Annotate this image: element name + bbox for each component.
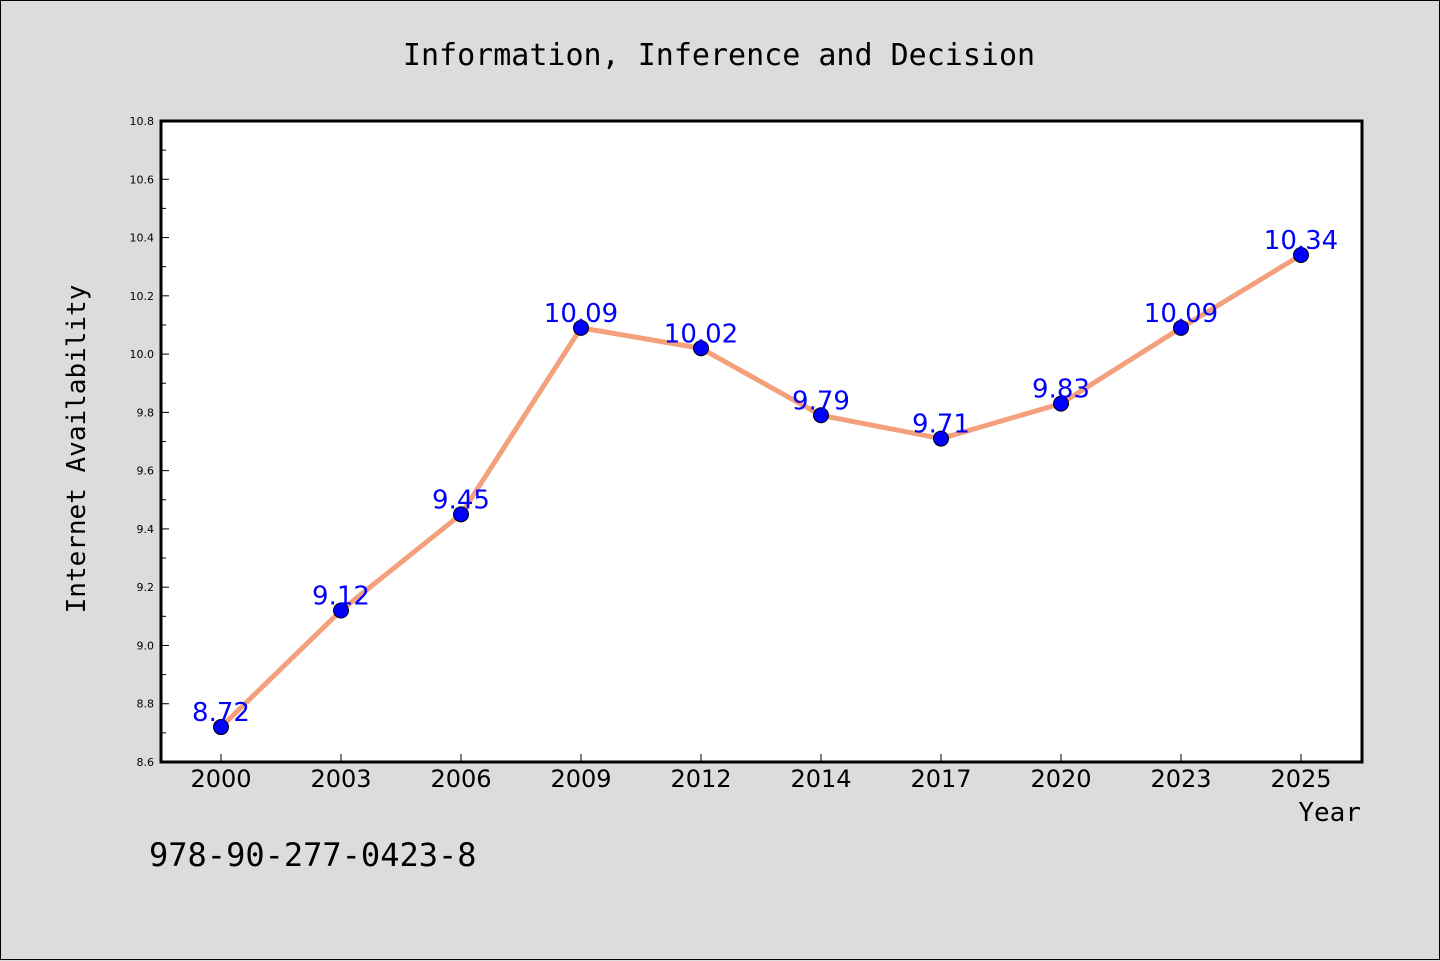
y-tick-label: 10.4	[130, 232, 155, 245]
y-tick-label: 9.0	[137, 639, 155, 652]
y-tick-label: 8.8	[137, 698, 155, 711]
data-label: 9.83	[1032, 375, 1090, 405]
data-point-marker	[933, 430, 949, 447]
y-axis-label: Internet Availability	[62, 285, 92, 614]
data-point-marker	[1173, 319, 1189, 336]
data-point-marker	[813, 407, 829, 424]
y-tick-label: 10.2	[130, 290, 155, 303]
x-tick-label: 2000	[190, 765, 251, 793]
y-tick-label: 9.2	[137, 581, 155, 594]
series-line	[218, 252, 1304, 730]
data-label: 10.02	[664, 319, 738, 349]
y-tick-label: 9.4	[137, 523, 155, 536]
chart-title: Information, Inference and Decision	[403, 38, 1035, 73]
data-point-marker	[693, 340, 709, 357]
x-axis-ticks: 2000 2003 2006 2009 2012 2014 2017 2020 2023 2025	[190, 754, 1332, 793]
data-label: 9.45	[432, 485, 490, 515]
data-label: 9.79	[792, 386, 850, 416]
data-label: 10.09	[1144, 299, 1218, 329]
x-tick-label: 2020	[1030, 765, 1091, 793]
plot-area	[159, 119, 1364, 764]
data-point-marker	[213, 719, 229, 736]
x-tick-label: 2009	[550, 765, 611, 793]
y-tick-label: 10.0	[130, 348, 155, 361]
data-label: 10.34	[1264, 226, 1338, 256]
data-point-marker	[453, 506, 469, 523]
x-tick-label: 2003	[310, 765, 371, 793]
isbn-footnote: 978-90-277-0423-8	[149, 836, 477, 874]
x-tick-label: 2012	[670, 765, 731, 793]
data-point-marker	[573, 319, 589, 336]
x-tick-label: 2006	[430, 765, 491, 793]
data-point-marker	[333, 602, 349, 619]
data-point-marker	[1293, 247, 1309, 264]
series-group: 8.72 9.12 9.45 10.09 10.02 9.79 9.71 9.83 10.09 1…	[192, 226, 1338, 736]
y-tick-label: 9.6	[137, 465, 155, 478]
data-label: 9.71	[912, 410, 970, 440]
x-tick-label: 2023	[1150, 765, 1211, 793]
y-tick-label: 8.6	[137, 756, 155, 769]
data-label: 10.09	[544, 299, 618, 329]
y-tick-label: 10.8	[130, 115, 155, 128]
data-label: 9.12	[312, 581, 370, 611]
x-tick-label: 2014	[790, 765, 851, 793]
data-point-marker	[1053, 395, 1069, 412]
y-tick-label: 10.6	[130, 173, 155, 186]
y-tick-label: 9.8	[137, 406, 155, 419]
x-tick-label: 2025	[1270, 765, 1331, 793]
x-tick-label: 2017	[910, 765, 971, 793]
data-label: 8.72	[192, 698, 250, 728]
x-axis-label: Year	[1298, 798, 1361, 828]
y-axis-ticks: 8.6 8.8 9.0 9.2 9.4 9.6 9.8 10.0 10.2 10.4 10.6 10.…	[130, 115, 169, 769]
